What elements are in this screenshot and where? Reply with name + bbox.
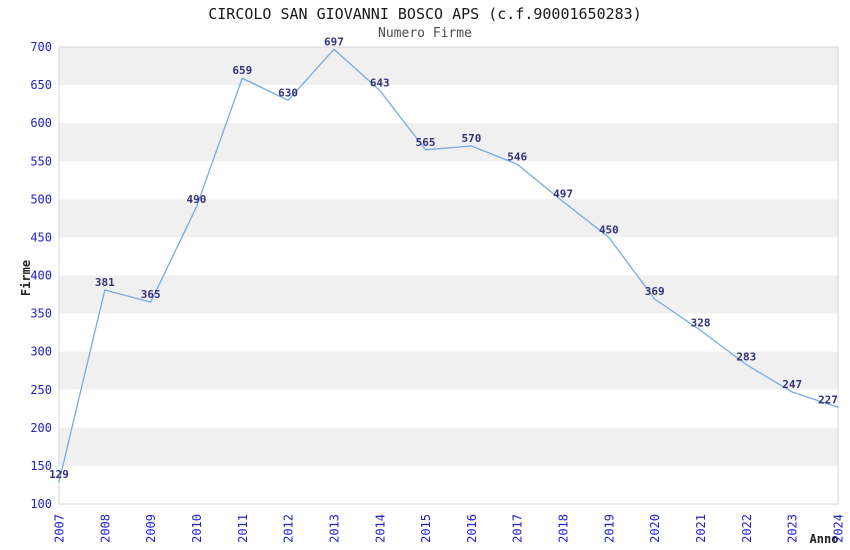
x-tick-label: 2017 [511,514,525,543]
plot-band [59,465,838,504]
data-point-label: 546 [507,150,527,163]
y-tick-label: 550 [30,154,52,168]
x-axis-title: Anno [809,532,839,546]
data-point-label: 247 [782,378,802,391]
y-tick-label: 100 [30,497,52,511]
plot-band [59,161,838,200]
y-tick-label: 150 [30,459,52,473]
x-tick-label: 2009 [144,514,158,543]
x-tick-label: 2013 [327,514,341,543]
data-point-label: 497 [553,188,573,201]
y-tick-label: 300 [30,345,52,359]
x-tick-label: 2022 [740,514,754,543]
plot-border [58,46,839,505]
plot-band [59,313,838,352]
plot-band [59,427,838,466]
x-tick-label: 2010 [190,514,204,543]
data-point-label: 565 [416,136,436,149]
data-point-label: 227 [818,393,838,406]
data-point-label: 381 [95,276,115,289]
data-point-label: 283 [736,351,756,364]
y-tick-label: 350 [30,307,52,321]
data-point-label: 328 [691,316,711,329]
plot-band [59,275,838,314]
data-point-label: 697 [324,35,344,48]
plot-band [59,237,838,276]
x-tick-label: 2018 [557,514,571,543]
plot-band [59,199,838,238]
data-point-label: 369 [645,285,665,298]
y-tick-label: 450 [30,230,52,244]
y-tick-label: 250 [30,383,52,397]
x-tick-label: 2023 [786,514,800,543]
data-point-label: 570 [461,132,481,145]
x-tick-label: 2021 [694,514,708,543]
data-line [58,48,839,483]
x-tick-label: 2015 [419,514,433,543]
chart-subtitle: Numero Firme [378,26,472,41]
data-point-label: 450 [599,223,619,236]
x-tick-label: 2024 [832,514,846,543]
plot-band [59,123,838,162]
x-tick-label: 2011 [236,514,250,543]
x-tick-label: 2019 [602,514,616,543]
data-point-label: 643 [370,76,390,89]
data-point-label: 490 [187,193,207,206]
x-tick-label: 2014 [373,514,387,543]
y-tick-label: 600 [30,116,52,130]
x-tick-label: 2008 [98,514,112,543]
chart-title: CIRCOLO SAN GIOVANNI BOSCO APS (c.f.9000… [208,5,642,23]
plot-band [59,47,838,86]
x-tick-label: 2020 [648,514,662,543]
data-point-label: 630 [278,86,298,99]
data-point-label: 365 [141,288,161,301]
plot-band [59,351,838,390]
y-tick-label: 500 [30,192,52,206]
x-tick-label: 2016 [465,514,479,543]
y-tick-label: 650 [30,78,52,92]
plot-band [59,389,838,428]
y-tick-label: 700 [30,40,52,54]
x-tick-label: 2007 [53,514,67,543]
data-point-label: 129 [49,468,69,481]
plot-band [59,85,838,124]
data-point-label: 659 [232,64,252,77]
y-tick-label: 200 [30,421,52,435]
y-tick-label: 400 [30,269,52,283]
x-tick-label: 2012 [282,514,296,543]
